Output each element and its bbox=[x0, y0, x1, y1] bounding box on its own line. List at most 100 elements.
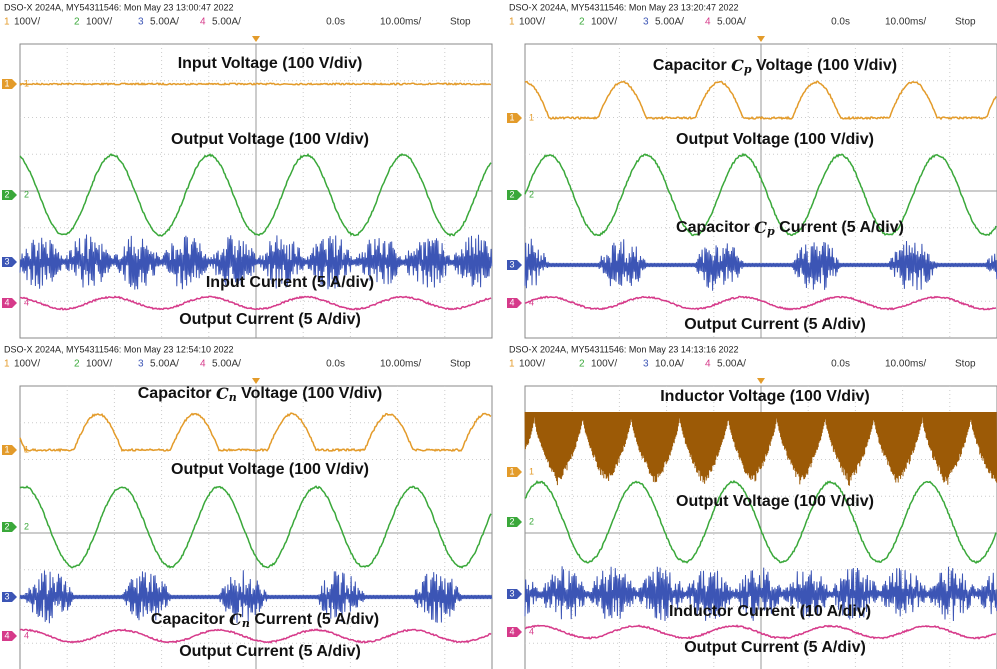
channel-number: 2 bbox=[579, 17, 585, 28]
channel-scale: 100V/ bbox=[14, 17, 40, 28]
channel-marker-label: 4 bbox=[4, 630, 9, 640]
trace-label: Output Voltage (100 V/div) bbox=[171, 131, 369, 148]
channel-number: 3 bbox=[643, 359, 649, 370]
trace-label: Capacitor Cn Voltage (100 V/div) bbox=[138, 384, 383, 405]
channel-number: 4 bbox=[200, 359, 206, 370]
timebase: 10.00ms/ bbox=[885, 359, 926, 370]
label-text: Capacitor bbox=[653, 57, 731, 74]
trigger-marker bbox=[252, 36, 260, 42]
channel-marker-label: 4 bbox=[529, 626, 534, 636]
channel-scale: 5.00A/ bbox=[717, 359, 746, 370]
channel-scale: 100V/ bbox=[86, 17, 112, 28]
channel-scale: 5.00A/ bbox=[717, 17, 746, 28]
channel-marker-label: 4 bbox=[529, 297, 534, 307]
scope-panel: DSO-X 2024A, MY54311546: Mon May 23 14:1… bbox=[507, 344, 997, 669]
channel-scale: 10.0A/ bbox=[655, 359, 684, 370]
trace-label: Input Voltage (100 V/div) bbox=[178, 55, 363, 72]
channel-marker-label: 3 bbox=[509, 588, 514, 598]
trace-label: Output Voltage (100 V/div) bbox=[676, 493, 874, 510]
channel-number: 1 bbox=[509, 17, 515, 28]
channel-number: 4 bbox=[200, 17, 206, 28]
trace-label: Inductor Current (10 A/div) bbox=[669, 603, 871, 620]
label-text: Capacitor bbox=[151, 611, 229, 628]
channel-scale: 5.00A/ bbox=[655, 17, 684, 28]
run-status: Stop bbox=[450, 359, 471, 370]
label-text: Current (5 A/div) bbox=[250, 611, 379, 628]
trace-label: Capacitor Cp Current (5 A/div) bbox=[676, 218, 904, 239]
run-status: Stop bbox=[955, 359, 976, 370]
trace-label: Output Voltage (100 V/div) bbox=[676, 131, 874, 148]
channel-number: 3 bbox=[643, 17, 649, 28]
device-info: DSO-X 2024A, MY54311546: Mon May 23 14:1… bbox=[509, 344, 738, 354]
label-subscript: n bbox=[229, 391, 237, 404]
channel-marker-label: 3 bbox=[24, 591, 29, 601]
channel-scale: 5.00A/ bbox=[150, 17, 179, 28]
channel-marker-label: 2 bbox=[509, 516, 514, 526]
channel-scale: 100V/ bbox=[591, 359, 617, 370]
channel-marker-label: 3 bbox=[509, 259, 514, 269]
trace-label: Output Current (5 A/div) bbox=[684, 316, 866, 333]
channel-number: 1 bbox=[4, 17, 10, 28]
label-symbol: C bbox=[229, 610, 242, 629]
channel-marker-label: 1 bbox=[4, 78, 9, 88]
label-symbol: C bbox=[754, 218, 767, 237]
time-offset: 0.0s bbox=[831, 17, 850, 28]
channel-scale: 100V/ bbox=[591, 17, 617, 28]
channel-number: 2 bbox=[579, 359, 585, 370]
channel-scale: 5.00A/ bbox=[212, 359, 241, 370]
time-offset: 0.0s bbox=[326, 359, 345, 370]
channel-scale: 5.00A/ bbox=[212, 17, 241, 28]
trace-label: Input Current (5 A/div) bbox=[206, 274, 374, 291]
device-info: DSO-X 2024A, MY54311546: Mon May 23 13:2… bbox=[509, 2, 738, 12]
trace-label: Capacitor Cp Voltage (100 V/div) bbox=[653, 56, 897, 77]
channel-marker-label: 2 bbox=[4, 521, 9, 531]
label-symbol: C bbox=[216, 384, 229, 403]
channel-marker-label: 4 bbox=[24, 630, 29, 640]
scope-panel: DSO-X 2024A, MY54311546: Mon May 23 12:5… bbox=[2, 344, 492, 669]
channel-scale: 100V/ bbox=[86, 359, 112, 370]
channel-number: 3 bbox=[138, 359, 144, 370]
timebase: 10.00ms/ bbox=[885, 17, 926, 28]
trace-label: Inductor Voltage (100 V/div) bbox=[660, 388, 870, 405]
timebase: 10.00ms/ bbox=[380, 17, 421, 28]
channel-marker-label: 1 bbox=[24, 78, 29, 88]
trace-label: Capacitor Cn Current (5 A/div) bbox=[151, 610, 379, 631]
channel-marker-label: 4 bbox=[24, 297, 29, 307]
channel-number: 4 bbox=[705, 359, 711, 370]
channel-number: 1 bbox=[509, 359, 515, 370]
channel-number: 4 bbox=[705, 17, 711, 28]
scope-panel: DSO-X 2024A, MY54311546: Mon May 23 13:0… bbox=[2, 2, 492, 338]
channel-marker-label: 3 bbox=[529, 259, 534, 269]
ch1-trace bbox=[20, 83, 491, 84]
label-text: Capacitor bbox=[676, 219, 754, 236]
channel-number: 2 bbox=[74, 17, 80, 28]
channel-marker-label: 2 bbox=[24, 521, 29, 531]
run-status: Stop bbox=[955, 17, 976, 28]
channel-scale: 100V/ bbox=[14, 359, 40, 370]
channel-marker-label: 1 bbox=[529, 466, 534, 476]
channel-marker-label: 2 bbox=[24, 189, 29, 199]
channel-marker-label: 4 bbox=[509, 297, 514, 307]
channel-scale: 100V/ bbox=[519, 17, 545, 28]
label-text: Voltage (100 V/div) bbox=[237, 385, 383, 402]
channel-marker-label: 2 bbox=[4, 189, 9, 199]
time-offset: 0.0s bbox=[326, 17, 345, 28]
trace-label: Output Current (5 A/div) bbox=[179, 311, 361, 328]
time-offset: 0.0s bbox=[831, 359, 850, 370]
channel-number: 2 bbox=[74, 359, 80, 370]
label-symbol: C bbox=[731, 56, 744, 75]
channel-marker-label: 2 bbox=[529, 189, 534, 199]
trigger-marker bbox=[757, 378, 765, 384]
device-info: DSO-X 2024A, MY54311546: Mon May 23 13:0… bbox=[4, 2, 233, 12]
label-text: Capacitor bbox=[138, 385, 216, 402]
channel-marker-label: 3 bbox=[24, 256, 29, 266]
trace-label: Output Current (5 A/div) bbox=[179, 643, 361, 660]
timebase: 10.00ms/ bbox=[380, 359, 421, 370]
channel-marker-label: 1 bbox=[4, 444, 9, 454]
device-info: DSO-X 2024A, MY54311546: Mon May 23 12:5… bbox=[4, 344, 233, 354]
channel-marker-label: 2 bbox=[529, 516, 534, 526]
channel-marker-label: 4 bbox=[4, 297, 9, 307]
label-text: Voltage (100 V/div) bbox=[752, 57, 898, 74]
channel-number: 3 bbox=[138, 17, 144, 28]
run-status: Stop bbox=[450, 17, 471, 28]
